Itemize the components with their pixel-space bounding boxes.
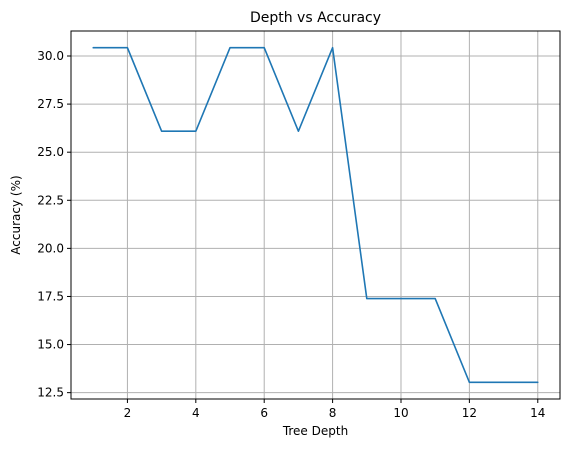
- y-tick-label: 27.5: [37, 97, 64, 111]
- x-axis-title: Tree Depth: [282, 424, 348, 438]
- x-tick-label: 4: [192, 406, 200, 420]
- tick-layer: 2 4 6 8 10 12 14 12.5 15.0 17.5 20.0 22.5 25.0 27.5 30…: [37, 49, 545, 420]
- y-tick-label: 17.5: [37, 289, 64, 303]
- y-tick-label: 22.5: [37, 193, 64, 207]
- x-tick-label: 10: [393, 406, 408, 420]
- x-tick-label: 12: [462, 406, 477, 420]
- y-tick-label: 12.5: [37, 386, 64, 400]
- x-tick-label: 8: [329, 406, 337, 420]
- x-tick-label: 14: [530, 406, 545, 420]
- y-tick-label: 15.0: [37, 338, 64, 352]
- grid-layer: [71, 31, 560, 399]
- y-axis-title: Accuracy (%): [9, 175, 23, 254]
- y-tick-label: 30.0: [37, 49, 64, 63]
- x-tick-label: 2: [124, 406, 132, 420]
- series-layer: [92, 46, 539, 384]
- plot-frame: [70, 30, 561, 400]
- y-tick-label: 20.0: [37, 241, 64, 255]
- x-tick-label: 6: [260, 406, 268, 420]
- y-tick-label: 25.0: [37, 145, 64, 159]
- series-line: [92, 46, 539, 384]
- chart-title: Depth vs Accuracy: [250, 10, 381, 26]
